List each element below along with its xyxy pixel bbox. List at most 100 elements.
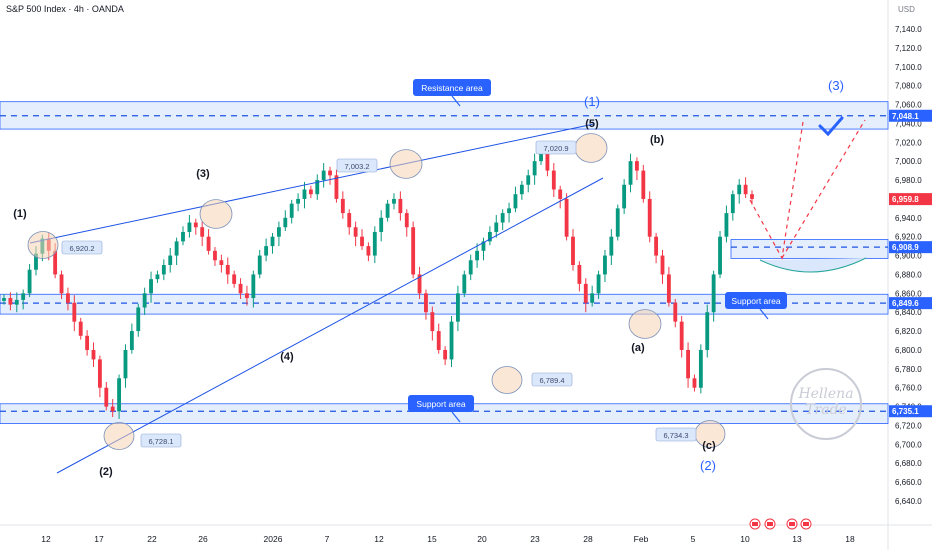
- level-label-4: 6,728.1: [140, 433, 182, 448]
- candle-body: [360, 236, 364, 247]
- candle-body: [187, 222, 192, 232]
- level-label-text: 7,003.2: [344, 162, 369, 171]
- y-tick-label: 7,080.0: [895, 82, 922, 91]
- y-tick-label: 7,020.0: [895, 138, 922, 147]
- y-tick-label: 7,000.0: [895, 157, 922, 166]
- candle-body: [213, 250, 217, 261]
- candle-body: [641, 170, 646, 199]
- candle-body: [123, 349, 128, 379]
- resistance-area-callout-text: Resistance area: [421, 83, 483, 93]
- watermark-text: Hellena Trade: [798, 386, 854, 418]
- price-tag-box: [889, 405, 932, 418]
- candle-body: [117, 378, 121, 412]
- support-area-callout-right-box: [725, 292, 787, 309]
- y-tick-label: 6,900.0: [895, 252, 922, 261]
- x-tick-label: 28: [583, 534, 593, 544]
- candle-body: [411, 227, 416, 275]
- candle-body: [91, 349, 96, 360]
- support-area-callout-right-text: Support area: [731, 296, 780, 306]
- candle-body: [78, 321, 83, 336]
- x-tick-label: 2026: [264, 534, 283, 544]
- trendline-lower: [56, 177, 604, 474]
- y-tick-label: 6,760.0: [895, 384, 922, 393]
- candle-body: [647, 198, 652, 237]
- trendline-upper-right: [417, 123, 595, 162]
- event-flag-icon: [764, 518, 776, 530]
- candle-body: [379, 217, 384, 232]
- candle-body: [296, 198, 301, 204]
- candle-body: [72, 302, 77, 322]
- y-tick-label: 7,100.0: [895, 63, 922, 72]
- candle-body: [161, 265, 166, 275]
- x-tick-label: 23: [530, 534, 540, 544]
- candle-body: [475, 250, 480, 261]
- candle-body: [417, 274, 422, 294]
- candle-body: [500, 213, 505, 223]
- wave-label-0: (1): [13, 208, 27, 220]
- y-tick-label: 6,780.0: [895, 365, 922, 374]
- candle-body: [532, 161, 537, 176]
- support-bowl: [759, 257, 867, 273]
- candle-body: [97, 359, 102, 388]
- price-tag-text: 6,908.9: [892, 243, 919, 252]
- price-tag-box: [889, 297, 932, 310]
- candle-body: [321, 170, 326, 181]
- event-flag-inner: [752, 522, 758, 526]
- candle-body: [404, 213, 409, 228]
- candle-body: [206, 236, 211, 251]
- price-tag-box: [889, 193, 932, 206]
- candle-body: [347, 213, 352, 228]
- price-tag-box: [889, 109, 932, 122]
- candle-body: [577, 265, 582, 284]
- candle-body: [628, 161, 633, 185]
- candle-body: [615, 208, 620, 237]
- level-label-box: [140, 433, 182, 448]
- candle-body: [264, 246, 269, 256]
- currency-label: USD: [898, 5, 915, 14]
- candle-body: [398, 198, 403, 214]
- event-flag-inner: [767, 522, 773, 526]
- wave-label-7: (b): [650, 134, 664, 146]
- resistance-area-callout-box: [413, 79, 491, 96]
- candle-body: [666, 274, 671, 303]
- candle-body: [366, 246, 371, 256]
- candle-body: [308, 189, 313, 195]
- candle-body: [257, 255, 262, 275]
- candle-body: [730, 194, 735, 214]
- wave-label-10: (3): [828, 78, 844, 93]
- resistance-area-callout: Resistance area: [413, 79, 491, 107]
- y-tick-label: 6,820.0: [895, 327, 922, 336]
- candle-body: [449, 321, 454, 360]
- wave-label-1: (2): [99, 466, 113, 478]
- candle-body: [2, 298, 6, 301]
- level-label-1: 7,003.2: [336, 158, 378, 173]
- price-tag-box: [889, 241, 932, 254]
- candle-body: [155, 274, 160, 280]
- candle-body: [110, 406, 115, 412]
- candles: [2, 146, 754, 419]
- price-tag-text: 6,959.8: [892, 195, 919, 204]
- price-tag: 6,959.8: [889, 193, 932, 206]
- candle-body: [660, 255, 665, 275]
- candle-body: [104, 387, 109, 407]
- candle-body: [245, 293, 249, 299]
- candle-body: [136, 307, 141, 332]
- support-area-callout-bottom: Support area: [408, 395, 474, 423]
- wave-label-2: (3): [196, 168, 210, 180]
- candle-body: [27, 269, 32, 294]
- highlight-circle-0: [27, 231, 59, 259]
- candle-body: [737, 184, 742, 195]
- event-flag-inner: [789, 522, 795, 526]
- resistance-area-callout-tail: [451, 95, 461, 107]
- zone-1: [0, 293, 889, 315]
- candle-body: [526, 175, 531, 185]
- candle-body: [168, 255, 173, 265]
- candle-body: [705, 312, 710, 350]
- candle-body: [443, 349, 448, 360]
- x-tick-label: 17: [94, 534, 104, 544]
- candle-body: [468, 260, 473, 275]
- level-label-text: 7,020.9: [543, 144, 568, 153]
- price-tag-text: 6,849.6: [892, 299, 919, 308]
- highlight-circle-6: [103, 422, 135, 450]
